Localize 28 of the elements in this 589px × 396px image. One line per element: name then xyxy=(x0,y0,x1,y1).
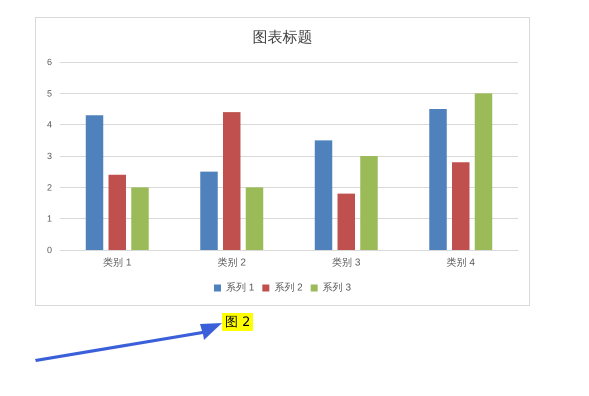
bar xyxy=(246,187,264,250)
chart-title: 图表标题 xyxy=(252,29,312,46)
bar xyxy=(108,174,126,250)
y-tick-label: 5 xyxy=(46,88,52,98)
x-tick-label: 类别 4 xyxy=(446,256,476,268)
bar xyxy=(86,115,104,250)
x-tick-label: 类别 3 xyxy=(332,256,361,268)
bar xyxy=(131,187,149,250)
y-tick-label: 1 xyxy=(46,214,52,224)
legend-label: 系列 3 xyxy=(322,282,352,294)
x-tick-label: 类别 2 xyxy=(218,256,246,268)
y-tick-label: 3 xyxy=(46,151,52,161)
legend-label: 系列 1 xyxy=(226,282,255,294)
y-tick-label: 0 xyxy=(46,245,52,255)
bar xyxy=(360,156,378,250)
x-tick-label: 类别 1 xyxy=(103,256,132,268)
bar xyxy=(223,112,240,250)
y-tick-label: 4 xyxy=(46,120,52,130)
legend-label: 系列 2 xyxy=(274,282,304,294)
bar xyxy=(338,194,355,250)
bar xyxy=(474,93,492,250)
caption: 图 2 xyxy=(222,313,254,331)
bar xyxy=(429,109,447,250)
y-tick-label: 2 xyxy=(46,182,52,192)
y-tick-label: 6 xyxy=(46,57,52,67)
bar xyxy=(452,162,470,250)
bar xyxy=(200,172,218,250)
bar xyxy=(314,140,332,250)
